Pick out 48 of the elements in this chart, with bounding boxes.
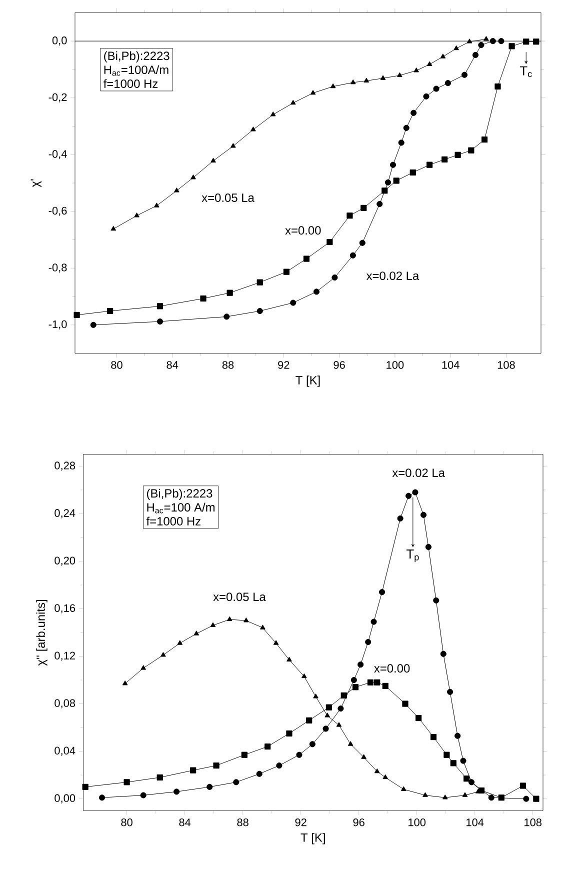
x-tick-label: 80 <box>111 361 122 369</box>
y-tick-label: 0,08 <box>54 699 76 708</box>
x-tick-label: 88 <box>237 818 248 826</box>
y-tick-label: 0,24 <box>54 509 76 518</box>
annotation: T$_{p}$ <box>406 550 419 562</box>
series-label: x=0.00 <box>374 664 410 673</box>
y-tick-label: -0,8 <box>48 264 67 273</box>
x-tick-label: 92 <box>278 361 290 369</box>
annotation: T$_{c}$ <box>520 66 532 78</box>
y-tick-label: -0,4 <box>48 150 67 160</box>
y-tick-label: 0,12 <box>54 652 75 661</box>
series-label: x=0.02 La <box>366 272 420 280</box>
annotation: (Bi,Pb):2223 <box>104 51 170 62</box>
annotation: f=1000 Hz <box>104 79 158 88</box>
x-tick-label: 80 <box>121 818 132 826</box>
x-tick-label: 104 <box>466 818 484 826</box>
x-tick-label: 104 <box>442 361 460 369</box>
series-label: x=0.00 <box>285 226 321 235</box>
x-tick-label: 108 <box>524 818 542 826</box>
y-tick-label: 0,20 <box>54 556 76 566</box>
x-tick-label: 100 <box>386 361 404 369</box>
x-tick-label: 100 <box>408 818 426 826</box>
series-label: x=0.05 La <box>202 194 254 202</box>
annotation: H$_{ac}$=100A/m <box>104 65 168 76</box>
x-axis-title: T [K] <box>300 833 325 844</box>
y-axis-title: χ' <box>30 179 42 188</box>
x-tick-label: 84 <box>166 361 178 369</box>
x-tick-label: 88 <box>222 361 234 369</box>
y-tick-label: -1,0 <box>48 320 67 330</box>
y-tick-label: 0,04 <box>54 746 76 756</box>
x-axis-title: T [K] <box>296 376 320 387</box>
series-label: x=0.05 La <box>213 592 266 602</box>
y-tick-label: 0,00 <box>54 794 76 804</box>
y-tick-label: -0,2 <box>48 93 67 102</box>
y-tick-label: 0,0 <box>52 36 67 46</box>
x-tick-label: 96 <box>334 361 345 369</box>
y-tick-label: 0,16 <box>54 604 76 614</box>
series-label: x=0.02 La <box>392 468 445 478</box>
annotation: H$_{ac}$=100 A/m <box>147 502 215 514</box>
x-tick-label: 92 <box>295 818 306 826</box>
annotation: (Bi,Pb):2223 <box>146 488 212 500</box>
x-tick-label: 84 <box>179 818 191 826</box>
x-tick-label: 96 <box>353 818 364 826</box>
x-tick-label: 108 <box>498 361 515 369</box>
annotation: f=1000 Hz <box>146 516 200 526</box>
y-tick-label: -0,6 <box>48 206 67 216</box>
y-axis-title: χ'' [arb.units] <box>36 600 48 666</box>
y-tick-label: 0,28 <box>54 462 76 471</box>
